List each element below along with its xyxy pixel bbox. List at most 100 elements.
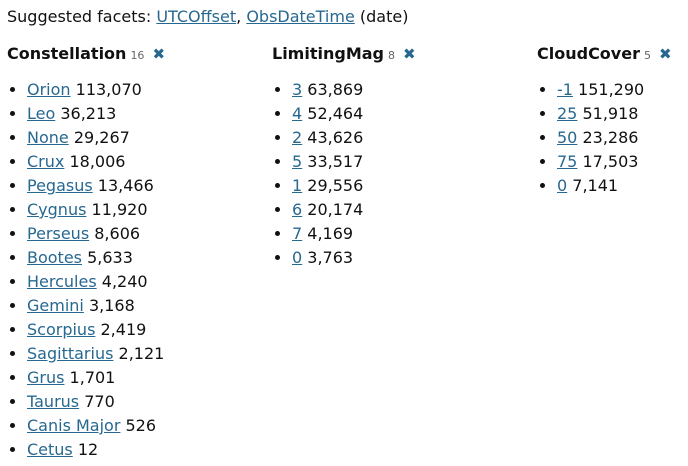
- facet-value-count: 29,556: [307, 176, 364, 195]
- facet-value-link[interactable]: Gemini: [27, 296, 84, 315]
- facet-value-link[interactable]: 2: [292, 128, 303, 147]
- facet-count: 16: [130, 49, 145, 62]
- facet-value-link[interactable]: Scorpius: [27, 320, 96, 339]
- facet-value-link[interactable]: Bootes: [27, 248, 83, 267]
- facet-title: LimitingMag: [272, 44, 384, 63]
- facet-value-item: Bootes 5,633: [27, 246, 165, 270]
- facet-value-link[interactable]: Taurus: [27, 392, 80, 411]
- facet-value-link[interactable]: Canis Major: [27, 416, 121, 435]
- facet-value-link[interactable]: 6: [292, 200, 303, 219]
- facet-values-list: 3 63,8694 52,4642 43,6265 33,5171 29,556…: [272, 78, 416, 270]
- facet-value-count: 12: [77, 440, 99, 459]
- facet-value-item: Taurus 770: [27, 390, 165, 414]
- facet-value-count: 33,517: [307, 152, 364, 171]
- facet-value-count: 3,763: [307, 248, 354, 267]
- facet-value-count: 770: [84, 392, 115, 411]
- facet-value-item: None 29,267: [27, 126, 165, 150]
- facet-value-item: 25 51,918: [557, 102, 672, 126]
- facet-value-link[interactable]: 1: [292, 176, 303, 195]
- facet-value-item: Cetus 12: [27, 438, 165, 462]
- facet-value-count: 43,626: [307, 128, 364, 147]
- facet-value-link[interactable]: 0: [557, 176, 568, 195]
- facet-value-count: 13,466: [97, 176, 154, 195]
- facet-value-count: 29,267: [73, 128, 130, 147]
- facet-value-link[interactable]: Orion: [27, 80, 71, 99]
- facet-value-item: 1 29,556: [292, 174, 416, 198]
- facet-value-link[interactable]: 75: [557, 152, 578, 171]
- facet-value-link[interactable]: None: [27, 128, 69, 147]
- facet-value-link[interactable]: -1: [557, 80, 573, 99]
- facet-value-link[interactable]: Perseus: [27, 224, 90, 243]
- facet-value-link[interactable]: Grus: [27, 368, 65, 387]
- facet-value-item: 0 7,141: [557, 174, 672, 198]
- facet-values-list: -1 151,29025 51,91850 23,28675 17,5030 7…: [537, 78, 672, 198]
- facet-value-link[interactable]: 25: [557, 104, 578, 123]
- facet-value-link[interactable]: 7: [292, 224, 303, 243]
- facet-value-count: 17,503: [582, 152, 639, 171]
- facet-value-count: 113,070: [75, 80, 142, 99]
- facet-value-link[interactable]: 5: [292, 152, 303, 171]
- facet-header: CloudCover 5 ✖: [537, 43, 672, 65]
- facet-value-item: Leo 36,213: [27, 102, 165, 126]
- facet-value-item: 6 20,174: [292, 198, 416, 222]
- facet-value-link[interactable]: Cygnus: [27, 200, 87, 219]
- facet-value-item: 3 63,869: [292, 78, 416, 102]
- facet-count: 8: [387, 49, 395, 62]
- facet-value-count: 11,920: [91, 200, 148, 219]
- facet-value-count: 52,464: [307, 104, 364, 123]
- facet-value-item: Cygnus 11,920: [27, 198, 165, 222]
- facet-value-item: 50 23,286: [557, 126, 672, 150]
- remove-facet-icon[interactable]: ✖: [152, 45, 166, 63]
- facet-values-list: Orion 113,070Leo 36,213None 29,267Crux 1…: [7, 78, 165, 462]
- facet-value-item: Grus 1,701: [27, 366, 165, 390]
- facet-value-link[interactable]: Sagittarius: [27, 344, 114, 363]
- facet-value-link[interactable]: Cetus: [27, 440, 73, 459]
- facet-value-link[interactable]: Crux: [27, 152, 65, 171]
- suggested-facets: Suggested facets: UTCOffset, ObsDateTime…: [7, 7, 408, 27]
- facet-value-item: 5 33,517: [292, 150, 416, 174]
- suggested-facet-obsdatetime-link[interactable]: ObsDateTime: [246, 7, 355, 26]
- facet-value-link[interactable]: 50: [557, 128, 578, 147]
- facet-value-item: 2 43,626: [292, 126, 416, 150]
- facet-value-link[interactable]: 3: [292, 80, 303, 99]
- facet-value-item: Scorpius 2,419: [27, 318, 165, 342]
- facet-value-item: Hercules 4,240: [27, 270, 165, 294]
- facet-value-link[interactable]: Pegasus: [27, 176, 93, 195]
- facet-value-count: 3,168: [88, 296, 135, 315]
- facet-value-item: 75 17,503: [557, 150, 672, 174]
- facet-value-link[interactable]: 0: [292, 248, 303, 267]
- suggested-facet-utcoffset-link[interactable]: UTCOffset: [156, 7, 237, 26]
- facet-value-item: Orion 113,070: [27, 78, 165, 102]
- suggested-separator: ,: [236, 7, 242, 26]
- facet-value-count: 151,290: [578, 80, 645, 99]
- facet-value-item: Pegasus 13,466: [27, 174, 165, 198]
- facet-header: LimitingMag 8 ✖: [272, 43, 416, 65]
- facet-value-item: Perseus 8,606: [27, 222, 165, 246]
- remove-facet-icon[interactable]: ✖: [658, 45, 672, 63]
- remove-facet-icon[interactable]: ✖: [402, 45, 416, 63]
- facet-value-count: 2,121: [118, 344, 165, 363]
- facet-value-count: 2,419: [100, 320, 147, 339]
- facet-value-item: 4 52,464: [292, 102, 416, 126]
- facet-value-count: 4,169: [307, 224, 354, 243]
- facet-title: CloudCover: [537, 44, 640, 63]
- facet-value-count: 7,141: [572, 176, 619, 195]
- facet-value-count: 526: [125, 416, 157, 435]
- facet-title: Constellation: [7, 44, 127, 63]
- facet-value-item: Gemini 3,168: [27, 294, 165, 318]
- facet-value-count: 51,918: [582, 104, 639, 123]
- facet-value-item: 0 3,763: [292, 246, 416, 270]
- facet-value-item: Canis Major 526: [27, 414, 165, 438]
- facet-value-link[interactable]: Hercules: [27, 272, 97, 291]
- facet-value-item: Sagittarius 2,121: [27, 342, 165, 366]
- facet-value-item: -1 151,290: [557, 78, 672, 102]
- facet-header: Constellation 16 ✖: [7, 43, 165, 65]
- facet-count: 5: [643, 49, 651, 62]
- facet-value-count: 18,006: [69, 152, 126, 171]
- facet-value-link[interactable]: Leo: [27, 104, 56, 123]
- facet-value-link[interactable]: 4: [292, 104, 303, 123]
- facet-value-count: 1,701: [69, 368, 116, 387]
